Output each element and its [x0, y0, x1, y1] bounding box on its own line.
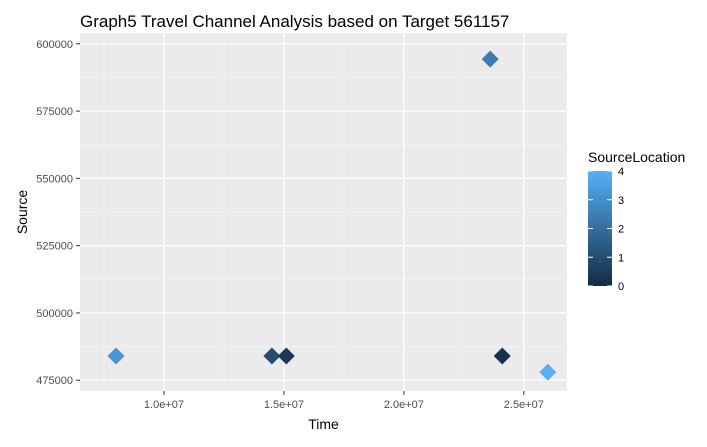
data-points	[107, 50, 557, 381]
y-tick-label: 575000	[36, 106, 73, 118]
x-tick-label: 1.5e+07	[264, 399, 304, 411]
major-grid	[80, 33, 567, 391]
data-point	[539, 363, 557, 381]
x-axis-title: Time	[308, 416, 339, 432]
legend-tick-label: 3	[618, 195, 624, 207]
legend-ticks: 0 1 2 3 4	[588, 166, 624, 293]
y-tick-label: 525000	[36, 241, 73, 253]
data-point	[107, 347, 125, 365]
legend-tick-label: 2	[618, 224, 624, 236]
legend-tick-label: 4	[618, 166, 624, 178]
legend-tick-label: 1	[618, 252, 624, 264]
y-tick-label: 550000	[36, 173, 73, 185]
y-tick-label: 500000	[36, 308, 73, 320]
x-tick-label: 2.5e+07	[504, 399, 544, 411]
legend-title: SourceLocation	[588, 149, 685, 165]
y-axis: 475000 500000 525000 550000 575000 600000	[36, 39, 80, 387]
color-legend: SourceLocation 0 1 2 3 4	[588, 149, 685, 293]
minor-grid	[80, 33, 567, 391]
legend-tick-label: 0	[618, 281, 624, 293]
x-axis: 1.0e+07 1.5e+07 2.0e+07 2.5e+07	[144, 391, 544, 411]
y-tick-label: 600000	[36, 39, 73, 51]
y-axis-title: Source	[14, 190, 30, 235]
data-point	[481, 50, 499, 68]
x-tick-label: 1.0e+07	[144, 399, 184, 411]
data-point	[263, 347, 281, 365]
x-tick-label: 2.0e+07	[384, 399, 424, 411]
y-tick-label: 475000	[36, 375, 73, 387]
chart-title: Graph5 Travel Channel Analysis based on …	[80, 12, 509, 31]
data-point	[277, 347, 295, 365]
data-point	[493, 347, 511, 365]
